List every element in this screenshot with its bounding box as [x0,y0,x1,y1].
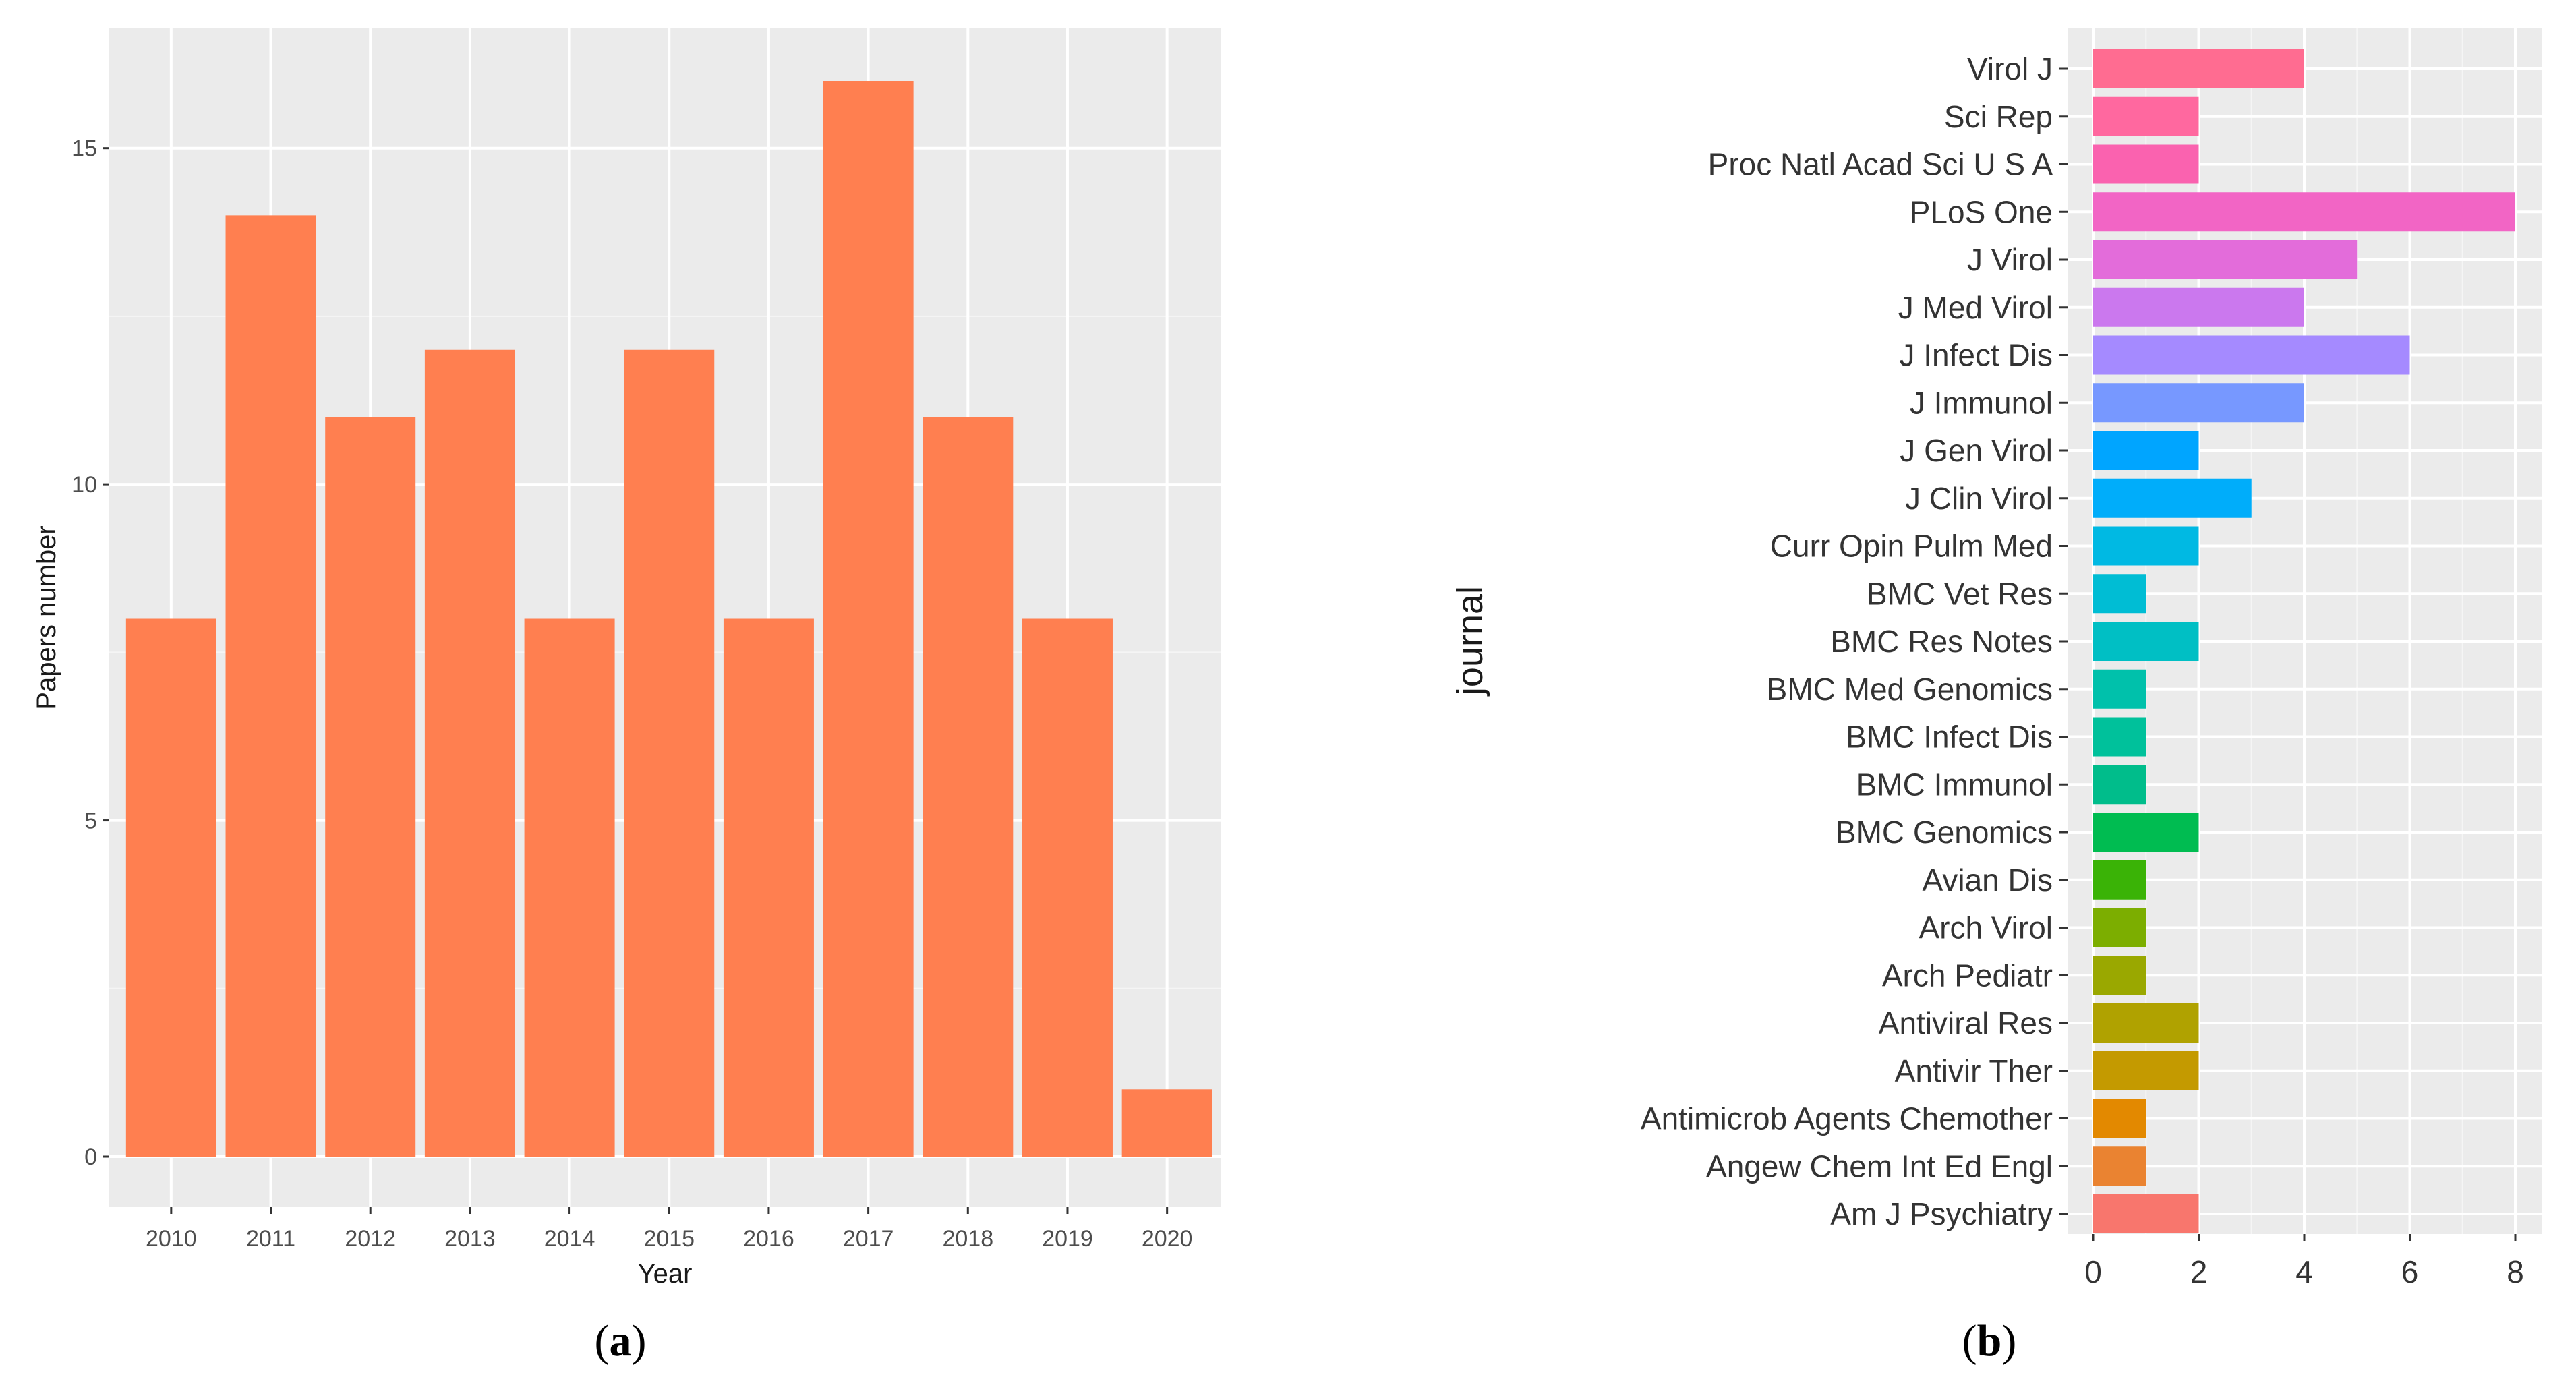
y-tick-label: 5 [84,809,97,834]
year-bar-chart: 0 5 10 15 2010 2011 2012 2013 2014 2015 2016 2017 20… [32,28,1221,1366]
bar-j-clin-virol [2093,478,2252,518]
bar-antiviral-res [2093,1003,2199,1043]
y-tick-label: Arch Pediatr [1882,958,2053,993]
journal-bar-chart: 0 2 4 6 8 Virol J Sci Rep Proc Natl Acad Sci U … [1450,28,2542,1366]
bar-j-med-virol [2093,287,2304,327]
chart-panel-b: 0 2 4 6 8 Virol J Sci Rep Proc Natl Acad Sci U … [1281,0,2576,1373]
y-tick-label: Proc Natl Acad Sci U S A [1708,147,2053,182]
y-tick-label: BMC Infect Dis [1846,720,2053,755]
bars [2093,49,2515,1233]
y-tick-label: J Infect Dis [1899,338,2053,373]
panel-letter-b: b [1977,1316,2002,1366]
y-axis-title: Papers number [32,525,61,709]
bar-2014 [524,618,615,1157]
y-tick-label: BMC Med Genomics [1767,672,2053,707]
bar-bmc-med-genomics [2093,669,2146,709]
x-tick-label: 8 [2507,1254,2524,1289]
y-tick-label: Angew Chem Int Ed Engl [1706,1148,2053,1184]
y-tick-label: BMC Immunol [1856,767,2053,802]
panel-caption-a: (a) [595,1316,647,1366]
x-tick-label: 6 [2401,1254,2419,1289]
y-tick-label: 15 [71,136,97,162]
bar-2012 [325,417,416,1157]
bar-2017 [823,81,914,1157]
x-tick-label: 4 [2295,1254,2313,1289]
x-tick-label: 2 [2190,1254,2208,1289]
bar-bmc-res-notes [2093,622,2199,661]
axis-ticks: 0 2 4 6 8 Virol J Sci Rep Proc Natl Acad Sci U … [1641,51,2524,1289]
y-tick-label: J Med Virol [1898,290,2053,325]
y-tick-label: Antiviral Res [1879,1005,2053,1041]
bar-2018 [923,417,1014,1157]
bar-j-infect-dis [2093,335,2410,375]
x-tick-label: 2013 [444,1226,496,1252]
y-tick-label: Antivir Ther [1895,1053,2053,1088]
bars [125,81,1212,1157]
panel-letter-a: a [610,1316,632,1366]
bar-2016 [723,618,814,1157]
bar-plos-one [2093,192,2515,232]
y-tick-label: BMC Vet Res [1867,576,2053,611]
bar-j-virol [2093,240,2358,279]
panel-caption-b: (b) [1962,1316,2017,1366]
y-tick-label: Am J Psychiatry [1830,1196,2053,1231]
bar-virol-j [2093,49,2304,88]
y-tick-label: Avian Dis [1923,863,2053,898]
axis-ticks: 0 5 10 15 2010 2011 2012 2013 2014 2015 2016 2017 20… [71,136,1192,1252]
x-tick-label: 2012 [345,1226,396,1252]
x-tick-label: 2016 [743,1226,794,1252]
y-tick-label: Virol J [1967,51,2053,86]
bar-2010 [125,618,216,1157]
x-tick-label: 2019 [1042,1226,1093,1252]
x-tick-label: 2015 [643,1226,695,1252]
x-tick-label: 2020 [1142,1226,1193,1252]
bar-j-immunol [2093,383,2304,423]
chart-panel-a: 0 5 10 15 2010 2011 2012 2013 2014 2015 2016 2017 20… [0,0,1281,1373]
bar-antivir-ther [2093,1051,2199,1090]
x-tick-label: 2010 [146,1226,197,1252]
bar-arch-pediatr [2093,956,2146,995]
y-tick-label: 10 [71,472,97,498]
bar-antimicrob-agents-chemother [2093,1099,2146,1138]
x-tick-label: 2011 [246,1226,295,1252]
bar-arch-virol [2093,908,2146,947]
y-tick-label: J Virol [1967,242,2053,277]
x-tick-label: 2017 [843,1226,894,1252]
bar-j-gen-virol [2093,431,2199,470]
x-axis-title: Year [638,1259,693,1289]
bar-2015 [624,349,715,1157]
y-tick-label: 0 [84,1144,97,1170]
y-tick-label: Curr Opin Pulm Med [1770,529,2053,564]
x-tick-label: 0 [2084,1254,2102,1289]
bar-proc-natl-acad-sci-u-s-a [2093,144,2199,184]
y-tick-label: J Immunol [1910,385,2053,420]
bar-2011 [225,215,316,1157]
bar-avian-dis [2093,860,2146,900]
y-tick-label: Antimicrob Agents Chemother [1641,1101,2053,1136]
bar-angew-chem-int-ed-engl [2093,1146,2146,1186]
bar-bmc-immunol [2093,765,2146,805]
bar-2019 [1022,618,1113,1157]
y-tick-label: PLoS One [1910,194,2053,229]
x-tick-label: 2014 [544,1226,595,1252]
y-axis-title: journal [1450,586,1490,697]
y-tick-label: BMC Genomics [1836,815,2053,850]
bar-2020 [1121,1089,1212,1157]
bar-sci-rep [2093,96,2199,136]
bar-bmc-infect-dis [2093,717,2146,757]
bar-curr-opin-pulm-med [2093,526,2199,566]
bar-2013 [424,349,515,1157]
y-tick-label: BMC Res Notes [1830,624,2053,659]
y-tick-label: J Gen Virol [1900,433,2053,468]
x-tick-label: 2018 [942,1226,993,1252]
bar-bmc-vet-res [2093,574,2146,614]
y-tick-label: J Clin Virol [1905,481,2053,516]
y-tick-label: Sci Rep [1944,99,2053,134]
y-tick-label: Arch Virol [1919,910,2053,945]
bar-bmc-genomics [2093,813,2199,852]
bar-am-j-psychiatry [2093,1194,2199,1233]
